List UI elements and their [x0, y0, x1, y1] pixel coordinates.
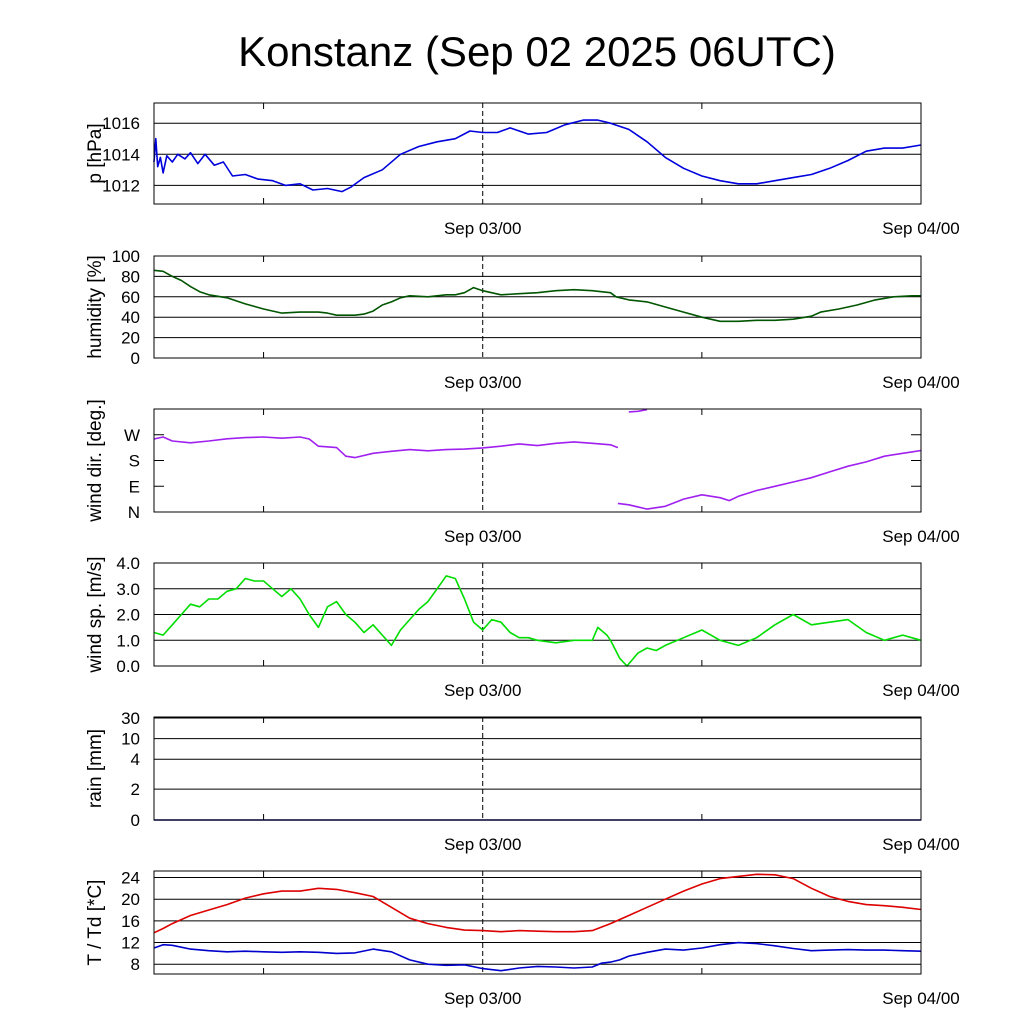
- x-tick-label: Sep 03/00: [444, 219, 522, 238]
- y-tick-label: 2.0: [116, 606, 140, 625]
- x-tick-label: Sep 03/00: [444, 681, 522, 700]
- y-tick-label: 30: [121, 709, 140, 728]
- y-tick-label: S: [129, 452, 140, 471]
- y-tick-label: 1016: [102, 114, 140, 133]
- panel-frame: [153, 870, 922, 975]
- panel-temperature: 8 12 16 20 24 T / Td [*C] Sep 03/00 Sep 04/00: [85, 869, 960, 1008]
- x-tick-label: Sep 04/00: [882, 681, 960, 700]
- x-tick-label: Sep 04/00: [882, 373, 960, 392]
- panel-frame: [153, 716, 922, 821]
- x-tick-label: Sep 04/00: [882, 989, 960, 1008]
- y-tick-label: 1.0: [116, 631, 140, 650]
- series-line-wind_dir-0: [153, 436, 619, 459]
- chart-title: Konstanz (Sep 02 2025 06UTC): [238, 28, 836, 75]
- y-tick-label: 0.0: [116, 657, 140, 676]
- y-tick-label: E: [129, 477, 140, 496]
- y-tick-label: 10: [121, 730, 140, 749]
- x-tick-label: Sep 04/00: [882, 835, 960, 854]
- y-tick-label: 60: [121, 288, 140, 307]
- series-line-humidity-0: [153, 269, 921, 323]
- y-axis-label: rain [mm]: [85, 729, 106, 808]
- panel-rain: 0 2 410 30 rain [mm] Sep 03/00 Sep 04/00: [85, 709, 960, 854]
- series-line-wind_dir-2: [617, 449, 922, 510]
- x-tick-label: Sep 04/00: [882, 219, 960, 238]
- y-tick-label: 1012: [102, 176, 140, 195]
- series-line-temperature-1: [153, 941, 922, 972]
- y-tick-label: W: [124, 426, 140, 445]
- y-axis-label: wind sp. [m/s]: [85, 556, 106, 673]
- panel-frame: [153, 408, 922, 513]
- y-axis-label: wind dir. [deg.]: [85, 399, 106, 523]
- y-tick-label: 20: [121, 890, 140, 909]
- y-tick-label: N: [128, 503, 140, 522]
- x-tick-label: Sep 03/00: [444, 835, 522, 854]
- y-tick-label: 4: [131, 750, 140, 769]
- y-tick-label: 12: [121, 934, 140, 953]
- x-tick-label: Sep 03/00: [444, 989, 522, 1008]
- x-tick-label: Sep 03/00: [444, 527, 522, 546]
- y-tick-label: 100: [112, 247, 140, 266]
- series-line-temperature-0: [153, 873, 922, 934]
- panel-frame: [153, 562, 922, 667]
- y-tick-label: 1014: [102, 145, 140, 164]
- y-tick-label: 4.0: [116, 554, 140, 573]
- y-axis-label: p [hPa]: [85, 123, 106, 183]
- y-tick-label: 80: [121, 267, 140, 286]
- x-tick-label: Sep 04/00: [882, 527, 960, 546]
- series-line-wind_speed-0: [153, 575, 922, 667]
- series-line-pressure-0: [153, 119, 922, 193]
- y-tick-label: 2: [131, 780, 140, 799]
- y-tick-label: 3.0: [116, 580, 140, 599]
- y-tick-label: 20: [121, 329, 140, 348]
- x-tick-label: Sep 03/00: [444, 373, 522, 392]
- y-tick-label: 0: [131, 811, 140, 830]
- y-tick-label: 8: [131, 955, 140, 974]
- y-axis-label: T / Td [*C]: [85, 880, 106, 966]
- y-tick-label: 16: [121, 912, 140, 931]
- panel-frame: [153, 255, 922, 359]
- panel-wind_speed: 0.0 1.0 2.0 3.0 4.0 wind sp. [m/s] Sep 03/00 Se…: [85, 554, 960, 700]
- y-tick-label: 40: [121, 308, 140, 327]
- y-tick-label: 0: [131, 349, 140, 368]
- y-tick-label: 24: [121, 869, 140, 888]
- series-line-wind_dir-1: [628, 408, 648, 413]
- y-axis-label: humidity [%]: [85, 255, 106, 358]
- panel-frame: [153, 102, 922, 205]
